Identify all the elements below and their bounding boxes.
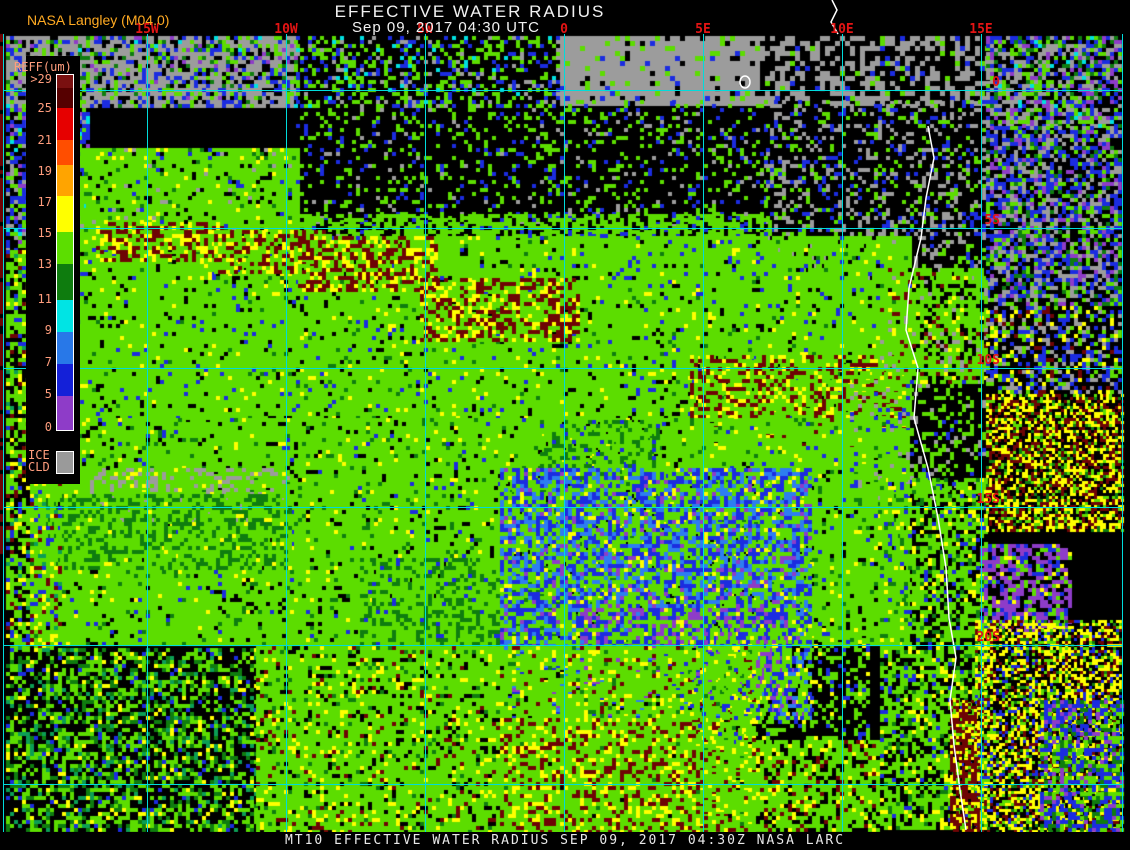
legend-ice-swatch (56, 451, 74, 474)
latitude-gridline (3, 90, 1122, 91)
legend-color-segment (57, 196, 73, 232)
longitude-gridline (1122, 34, 1123, 832)
legend-color-segment (57, 75, 73, 88)
legend-value-label: >29 (30, 72, 52, 86)
legend-value-label: 17 (37, 195, 52, 209)
latitude-label: 5S (984, 213, 1000, 228)
latitude-gridline (3, 784, 1122, 785)
legend-color-segment (57, 140, 73, 165)
latitude-gridline (3, 507, 1122, 508)
latitude-label: 20S (976, 630, 1000, 645)
legend-value-label: 19 (37, 164, 52, 178)
longitude-gridline (703, 34, 704, 832)
legend-color-segment (57, 332, 73, 364)
longitude-gridline (564, 34, 565, 832)
latitude-gridline (3, 645, 1122, 646)
legend-colorbar (56, 74, 74, 431)
legend-value-label: 13 (37, 257, 52, 271)
longitude-gridline (981, 34, 982, 832)
legend-color-segment (57, 364, 73, 396)
legend-cld-label: CLD (28, 460, 50, 474)
longitude-label: 15E (969, 22, 993, 37)
latitude-gridline (3, 368, 1122, 369)
legend-value-label: 25 (37, 101, 52, 115)
longitude-gridline (842, 34, 843, 832)
latitude-label: 15S (976, 492, 1000, 507)
longitude-gridline (425, 34, 426, 832)
longitude-label: 10W (274, 22, 298, 37)
legend-value-label: 11 (37, 292, 52, 306)
legend-color-segment (57, 232, 73, 264)
legend-color-segment (57, 108, 73, 140)
longitude-label: 10E (830, 22, 854, 37)
legend-color-segment (57, 165, 73, 196)
legend-value-label: 9 (44, 323, 52, 337)
observation-datetime: Sep 09, 2017 04:30 UTC (352, 19, 540, 36)
legend-value-label: 0 (44, 420, 52, 434)
longitude-label: 15W (135, 22, 159, 37)
latitude-gridline (3, 228, 1122, 229)
longitude-gridline (3, 34, 4, 832)
longitude-gridline (147, 34, 148, 832)
longitude-gridline (286, 34, 287, 832)
legend-value-label: 15 (37, 226, 52, 240)
longitude-label: 5W (417, 22, 433, 37)
footer-status-bar: MT10 EFFECTIVE WATER RADIUS SEP 09, 2017… (0, 832, 1130, 850)
legend-value-label: 5 (44, 387, 52, 401)
legend-value-label: 7 (44, 355, 52, 369)
legend-value-label: 21 (37, 133, 52, 147)
latitude-label: 10S (976, 353, 1000, 368)
longitude-label: 5E (695, 22, 711, 37)
legend-color-segment (57, 88, 73, 108)
legend-ice-label: ICE (28, 448, 50, 462)
longitude-label: 0 (560, 22, 568, 37)
legend-color-segment (57, 300, 73, 332)
nasa-credit: NASA Langley (M04.0) (27, 12, 170, 28)
legend-title: REFF(um) (14, 60, 72, 74)
legend-color-segment (57, 264, 73, 300)
legend-color-segment (57, 396, 73, 430)
page-title: EFFECTIVE WATER RADIUS (334, 2, 606, 21)
latitude-label: 0 (992, 75, 1000, 90)
